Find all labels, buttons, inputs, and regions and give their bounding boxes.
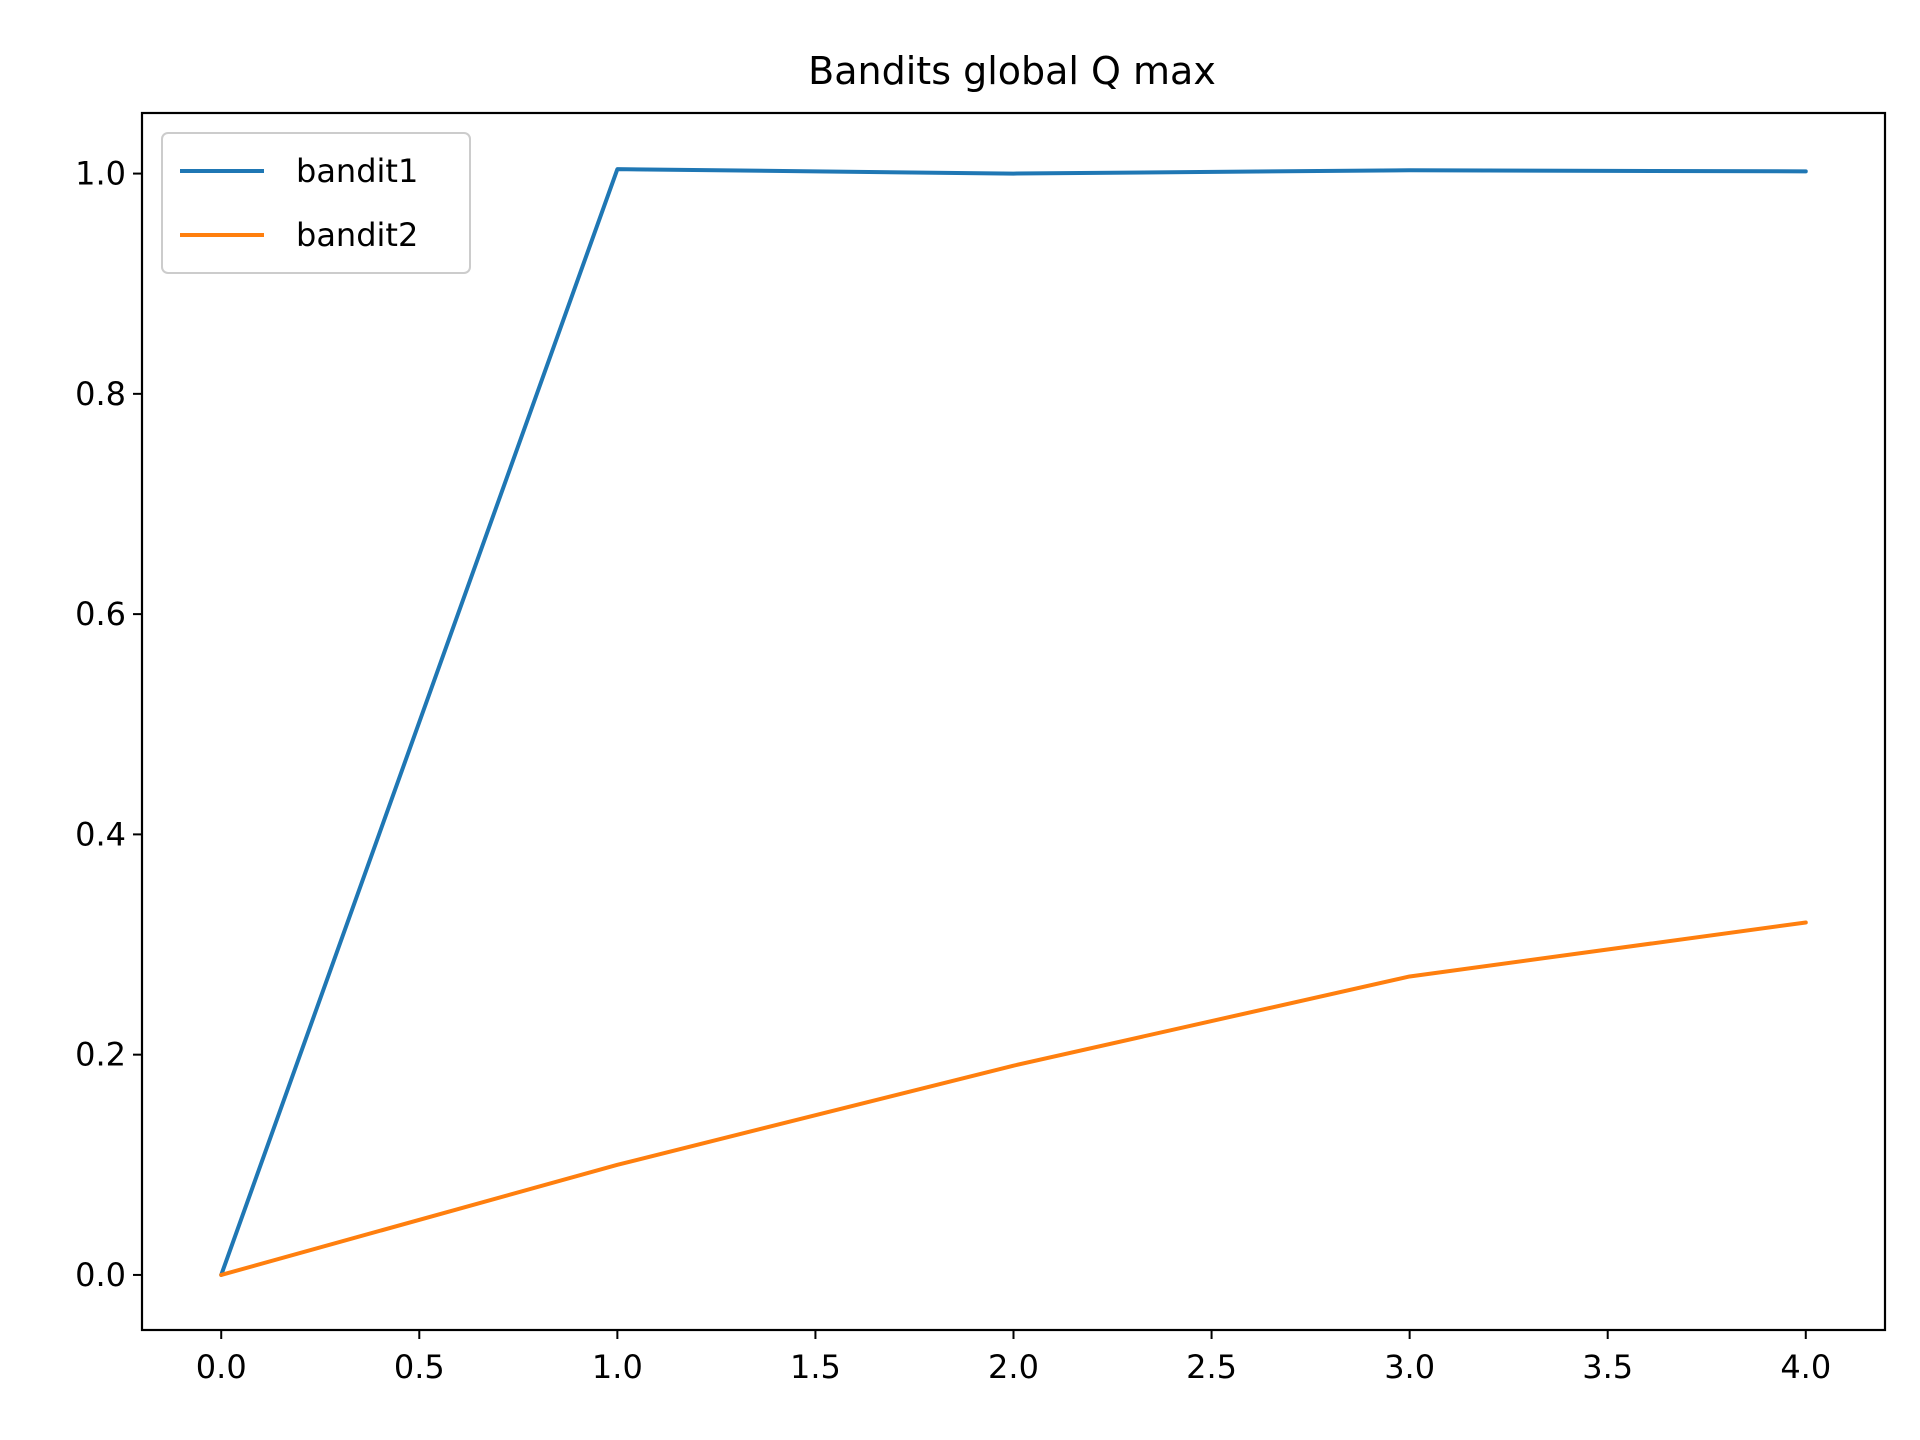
x-tick-label: 3.0 [1384, 1348, 1435, 1386]
y-tick-label: 0.8 [75, 375, 126, 413]
x-tick-label: 3.5 [1582, 1348, 1633, 1386]
legend-box [161, 132, 471, 274]
x-axis: 0.0 0.5 1.0 1.5 2.0 2.5 3.0 3.5 4.0 [196, 1330, 1831, 1386]
legend-label-bandit1: bandit1 [296, 152, 418, 190]
legend-label-bandit2: bandit2 [296, 216, 418, 254]
y-tick-label: 0.2 [75, 1036, 126, 1074]
chart-title: Bandits global Q max [808, 49, 1216, 93]
x-tick-label: 0.0 [196, 1348, 247, 1386]
y-tick-label: 0.6 [75, 595, 126, 633]
x-tick-label: 2.0 [988, 1348, 1039, 1386]
x-tick-label: 1.5 [790, 1348, 841, 1386]
x-tick-label: 0.5 [394, 1348, 445, 1386]
legend: bandit1 bandit2 [161, 132, 471, 274]
x-tick-label: 2.5 [1186, 1348, 1237, 1386]
x-tick-label: 1.0 [592, 1348, 643, 1386]
series-layer [219, 167, 1808, 1277]
y-tick-label: 0.0 [75, 1256, 126, 1294]
x-tick-label: 4.0 [1780, 1348, 1831, 1386]
y-tick-label: 1.0 [75, 155, 126, 193]
y-tick-label: 0.4 [75, 815, 126, 853]
y-axis: 0.0 0.2 0.4 0.6 0.8 1.0 [75, 155, 142, 1294]
plot-area: 0.0 0.5 1.0 1.5 2.0 2.5 3.0 3.5 4.0 0.0 0.2 0.4 0.6… [75, 111, 1887, 1386]
